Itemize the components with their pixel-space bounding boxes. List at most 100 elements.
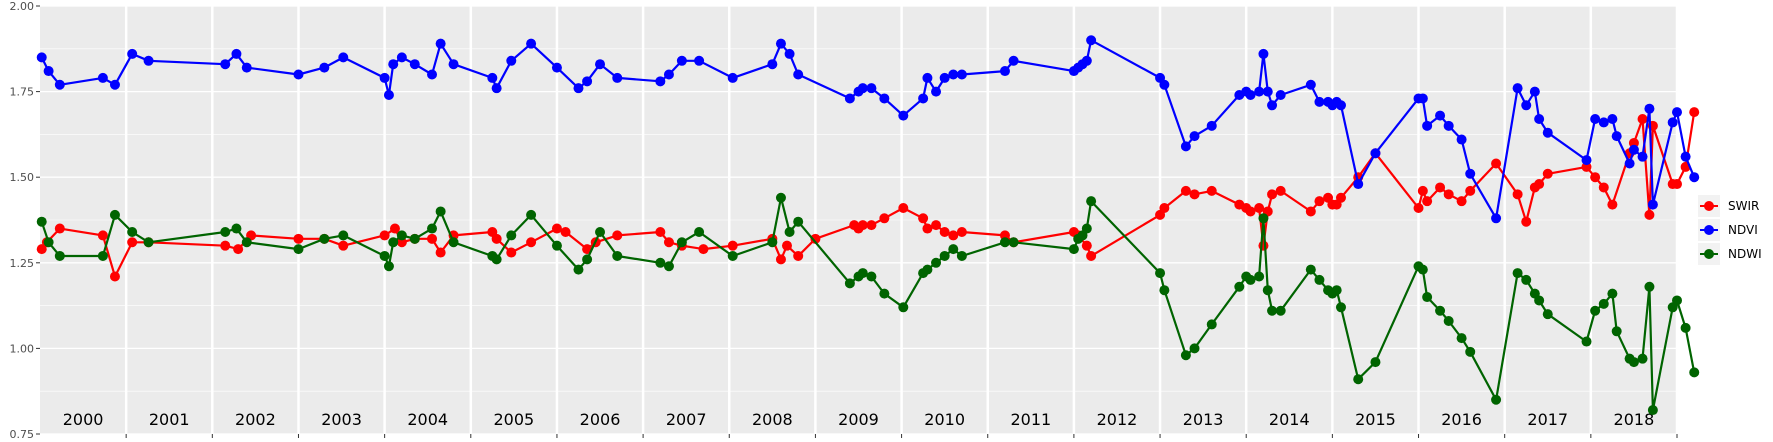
data-point-ndwi [727,250,738,261]
data-point-ndwi [409,233,420,244]
series-swir [36,107,1700,282]
data-point-swir [1314,196,1325,207]
data-point-ndwi [866,271,877,282]
data-point-swir [36,244,47,255]
data-point-ndwi [1456,333,1467,344]
data-point-ndvi [1667,117,1678,128]
year-label: 2018 [1614,410,1655,429]
data-point-ndvi [1267,100,1278,111]
data-point-ndvi [1353,179,1364,190]
data-point-ndvi [1245,90,1256,101]
legend-label: NDVI [1728,223,1758,237]
year-label: 2017 [1527,410,1568,429]
data-point-swir [879,213,890,224]
data-point-ndvi [1262,86,1273,97]
data-point-swir [1689,107,1700,118]
data-point-ndvi [427,69,438,80]
legend-item-ndvi: NDVI [1698,219,1758,241]
data-point-ndvi [595,59,606,70]
data-point-swir [1159,203,1170,214]
data-point-swir [1189,189,1200,200]
data-point-ndvi [1512,83,1523,94]
year-label: 2015 [1355,410,1396,429]
data-point-ndvi [784,48,795,59]
data-point-ndwi [844,278,855,289]
data-point-swir [663,237,674,248]
year-label: 2002 [235,410,276,429]
legend-label: NDWI [1728,247,1762,261]
data-point-ndvi [1086,35,1097,46]
data-point-swir [506,247,517,258]
data-point-ndvi [857,83,868,94]
legend-key-marker [1704,201,1714,211]
data-point-ndvi [655,76,666,87]
data-point-ndwi [1443,316,1454,327]
data-point-swir [857,220,868,231]
year-label: 2009 [838,410,879,429]
data-point-swir [1206,185,1217,196]
data-point-swir [931,220,942,231]
data-point-swir [1542,168,1553,179]
data-point-ndwi [879,288,890,299]
data-point-ndvi [338,52,349,63]
data-point-ndwi [435,206,446,217]
series-layer [36,35,1700,416]
data-point-swir [898,203,909,214]
data-point-ndvi [1275,90,1286,101]
data-point-ndwi [1637,353,1648,364]
data-point-swir [1637,113,1648,124]
data-point-ndvi [97,72,108,83]
data-point-ndwi [1275,305,1286,316]
data-point-ndwi [379,250,390,261]
data-point-ndvi [1422,120,1433,131]
data-point-ndvi [922,72,933,83]
y-tick-label: 1.00 [10,342,35,355]
data-point-ndvi [1529,86,1540,97]
data-point-swir [293,233,304,244]
data-point-swir [1305,206,1316,217]
data-point-ndvi [1628,144,1639,155]
data-point-swir [560,226,571,237]
data-point-ndwi [231,223,242,234]
data-point-ndwi [1234,281,1245,292]
data-point-ndvi [551,62,562,73]
data-point-ndwi [1206,319,1217,330]
year-label: 2005 [494,410,535,429]
data-point-swir [427,233,438,244]
data-point-ndvi [1159,79,1170,90]
data-point-ndwi [1628,357,1639,368]
data-point-ndwi [97,250,108,261]
data-point-swir [612,230,623,241]
data-point-ndvi [918,93,929,104]
data-point-ndwi [1189,343,1200,354]
data-point-ndvi [293,69,304,80]
data-point-swir [1422,196,1433,207]
data-point-ndwi [612,250,623,261]
data-point-ndwi [1305,264,1316,275]
data-point-ndvi [526,38,537,49]
data-point-swir [655,226,666,237]
data-point-swir [1413,203,1424,214]
data-point-ndwi [931,257,942,268]
data-point-ndwi [1353,374,1364,385]
data-point-ndvi [663,69,674,80]
data-point-ndvi [694,55,705,66]
y-tick-label: 1.25 [10,257,35,270]
data-point-swir [781,240,792,251]
data-point-ndwi [551,240,562,251]
data-point-ndvi [573,83,584,94]
data-point-ndvi [767,59,778,70]
data-point-ndvi [999,66,1010,77]
year-label: 2003 [321,410,362,429]
year-label: 2013 [1183,410,1224,429]
data-point-ndvi [435,38,446,49]
data-point-swir [1521,216,1532,227]
data-point-ndwi [1081,223,1092,234]
data-point-ndwi [1680,322,1691,333]
data-point-swir [1512,189,1523,200]
data-point-swir [526,237,537,248]
data-point-ndvi [231,48,242,59]
data-point-ndwi [999,237,1010,248]
data-point-ndvi [396,52,407,63]
data-point-ndvi [1647,199,1658,210]
